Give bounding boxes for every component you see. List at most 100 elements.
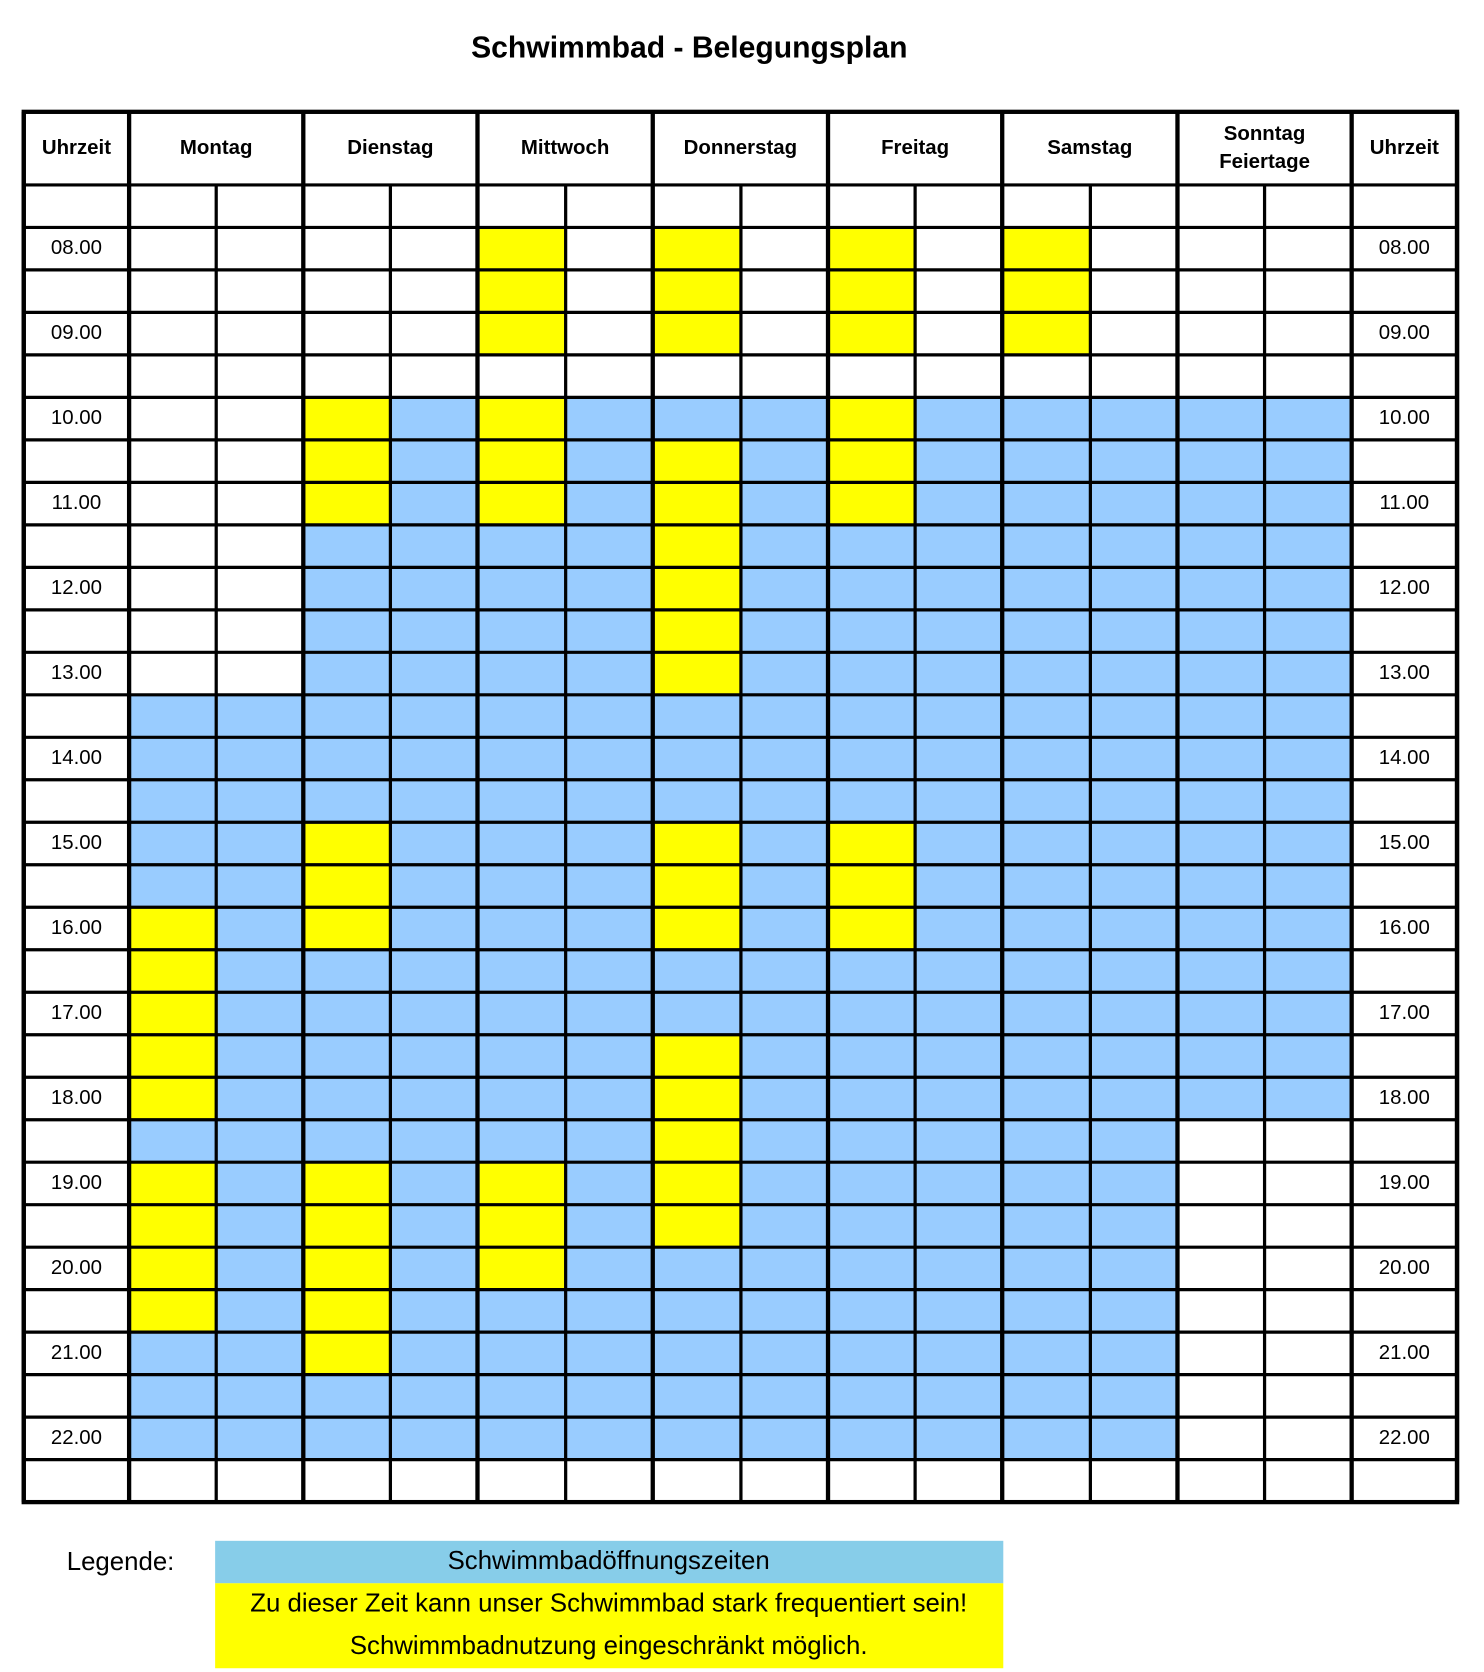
cell (565, 949, 653, 993)
cell (477, 439, 566, 483)
cell (915, 354, 1003, 398)
cell (565, 524, 653, 568)
cell (828, 1332, 916, 1375)
cell (565, 1204, 653, 1248)
cell (1002, 397, 1091, 440)
cell (390, 1162, 478, 1205)
cell (652, 822, 741, 865)
cell (303, 354, 391, 398)
cell (1264, 1332, 1352, 1375)
cell (915, 737, 1003, 780)
cell (915, 1162, 1003, 1205)
cell (915, 992, 1003, 1035)
cell (915, 949, 1003, 993)
cell (390, 1034, 478, 1078)
cell (129, 949, 217, 993)
cell (915, 822, 1003, 865)
cell (1264, 524, 1352, 568)
cell (390, 1077, 478, 1120)
cell (565, 1459, 653, 1503)
cell (1090, 907, 1178, 950)
cell (565, 269, 653, 313)
cell (915, 1374, 1003, 1418)
cell (303, 439, 391, 483)
cell (740, 822, 829, 865)
cell (477, 227, 566, 270)
cell (1090, 184, 1178, 228)
cell (216, 354, 304, 398)
cell (216, 694, 304, 738)
cell (1090, 652, 1178, 695)
cell (216, 822, 304, 865)
time-label: 13.00 (1379, 662, 1430, 684)
cell (477, 1459, 566, 1503)
cell (565, 652, 653, 695)
header-label: Sonntag (1224, 123, 1306, 145)
cell (129, 482, 217, 525)
cell (915, 609, 1003, 653)
cell (477, 1034, 566, 1078)
cell (216, 1119, 304, 1163)
cell (390, 1289, 478, 1333)
cell (390, 1332, 478, 1375)
cell (1002, 1034, 1091, 1078)
cell (477, 1077, 566, 1120)
cell (652, 1332, 741, 1375)
legend-text: Schwimmbadnutzung eingeschränkt möglich. (350, 1632, 868, 1660)
cell (477, 694, 566, 738)
cell (828, 864, 916, 908)
cell (740, 737, 829, 780)
cell (1090, 1204, 1178, 1248)
cell (915, 1119, 1003, 1163)
time-label: 19.00 (51, 1172, 102, 1194)
cell (1177, 482, 1265, 525)
cell (1090, 1332, 1178, 1375)
cell (216, 1247, 304, 1290)
cell (1177, 694, 1265, 738)
cell (1002, 1417, 1091, 1460)
cell (477, 737, 566, 780)
cell (1177, 609, 1265, 653)
cell (565, 737, 653, 780)
cell (915, 779, 1003, 823)
cell (1264, 482, 1352, 525)
cell (303, 482, 391, 525)
cell (303, 524, 391, 568)
cell (1264, 354, 1352, 398)
cell (216, 907, 304, 950)
cell (565, 992, 653, 1035)
cell (1002, 567, 1091, 610)
cell (915, 184, 1003, 228)
cell (1090, 1374, 1178, 1418)
time-label: 18.00 (1379, 1087, 1430, 1109)
cell (1177, 1374, 1265, 1418)
cell (303, 1077, 391, 1120)
cell (1177, 354, 1265, 398)
time-label: 21.00 (1379, 1342, 1430, 1364)
cell (1090, 992, 1178, 1035)
cell (1002, 1204, 1091, 1248)
cell (303, 269, 391, 313)
cell (303, 567, 391, 610)
cell (1264, 1077, 1352, 1120)
time-label: 21.00 (51, 1342, 102, 1364)
cell (1002, 1332, 1091, 1375)
cell (477, 1162, 566, 1205)
cell (740, 864, 829, 908)
cell (216, 1417, 304, 1460)
cell (828, 1034, 916, 1078)
cell (565, 694, 653, 738)
cell (740, 269, 829, 313)
cell (1002, 822, 1091, 865)
cell (565, 907, 653, 950)
cell (129, 737, 217, 780)
legend-text: Schwimmbadöffnungszeiten (448, 1547, 770, 1575)
cell (1090, 354, 1178, 398)
cell (477, 1289, 566, 1333)
legend-swatch (215, 1583, 1004, 1669)
cell (652, 609, 741, 653)
cell (1264, 1247, 1352, 1290)
cell (565, 439, 653, 483)
header-label: Dienstag (347, 137, 433, 159)
